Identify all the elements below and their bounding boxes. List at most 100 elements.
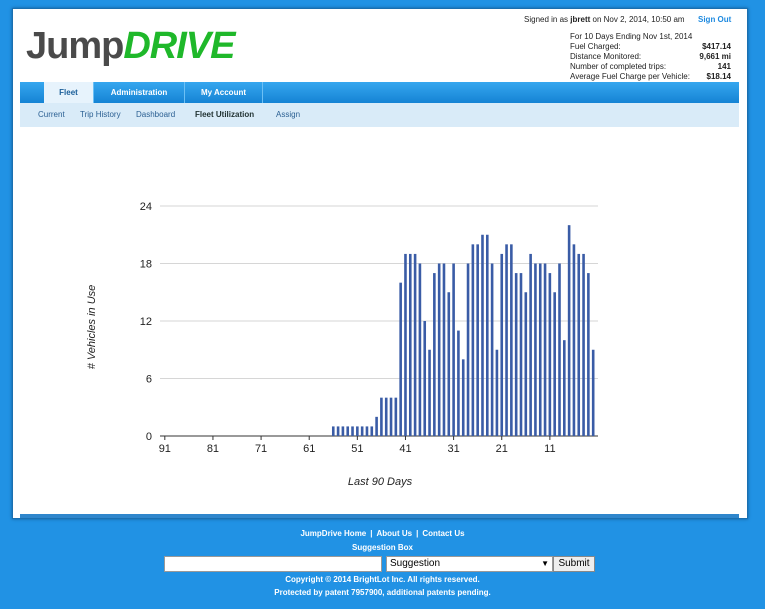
summary-label: Average Fuel Charge per Vehicle: [570, 72, 690, 81]
summary-value: $18.14 [706, 72, 731, 81]
bar [490, 263, 494, 436]
x-tick-label: 31 [447, 443, 459, 455]
y-tick-label: 18 [140, 259, 152, 271]
bar [365, 426, 369, 436]
footer-link[interactable]: About Us [376, 529, 413, 538]
bar [534, 263, 537, 436]
bar [505, 244, 508, 436]
chart: 0 6 12 18 24 91 81 71 61 51 41 31 21 11 Last 90 Days # … [86, 201, 598, 488]
summary: Fuel Charged: $417.14 Distance Monitored: 9… [570, 42, 731, 82]
bar [447, 292, 451, 436]
x-tick-label: 61 [303, 443, 315, 455]
y-tick-label: 12 [140, 316, 152, 328]
bar [587, 273, 590, 436]
sign-out[interactable]: Sign Out [698, 15, 732, 24]
nav-tab[interactable]: Administration [94, 82, 185, 103]
suggestion-select[interactable]: Suggestion ▼ [386, 556, 553, 572]
bar [553, 292, 556, 436]
bar [567, 225, 571, 436]
summary-value: 141 [717, 62, 731, 71]
logo-drive: DRIVE [123, 25, 235, 67]
footer-links: JumpDrive Home | About Us | Contact Us [0, 529, 765, 538]
bar [461, 359, 465, 436]
bar [428, 349, 431, 436]
user: jbrett [570, 15, 591, 24]
separator: | [416, 529, 419, 538]
signed-in-prefix: Signed in as [524, 15, 569, 24]
bar [514, 273, 518, 436]
summary-row: Fuel Charged: $417.14 [570, 42, 731, 52]
x-tick-label: 51 [351, 443, 363, 455]
copyright: Copyright © 2014 BrightLot Inc. All righ… [285, 575, 480, 584]
patent: Protected by patent 7957900, additional … [274, 588, 491, 597]
bar [457, 330, 460, 436]
bar [572, 244, 576, 436]
sub-tab[interactable]: Assign [276, 110, 301, 119]
nav-tab[interactable]: Fleet [44, 82, 94, 104]
bar [524, 292, 528, 436]
summary-row: Number of completed trips: 141 [570, 62, 731, 72]
x-tick-label: 91 [159, 443, 171, 455]
sub-nav: Current Trip History Dashboard Fleet Utiliz… [20, 103, 739, 127]
bar [413, 253, 417, 436]
y-tick-label: 24 [140, 201, 152, 213]
bar [563, 340, 566, 436]
summary-title: For 10 Days Ending Nov 1st, 2014 [570, 32, 693, 41]
bar [356, 426, 359, 436]
bar [543, 263, 547, 436]
x-axis-label: Last 90 Days [348, 476, 413, 488]
sub-tab[interactable]: Current [38, 110, 65, 119]
bar [346, 426, 350, 436]
sub-tab[interactable]: Dashboard [136, 110, 176, 119]
bar [331, 426, 335, 436]
bar [476, 244, 479, 436]
bar [519, 273, 523, 436]
summary-row: Average Fuel Charge per Vehicle: $18.14 [570, 72, 731, 82]
nav-tab[interactable]: My Account [185, 82, 263, 103]
summary-label: Fuel Charged: [570, 42, 621, 51]
bar [591, 349, 595, 436]
summary-label: Number of completed trips: [570, 62, 667, 71]
x-tick-label: 41 [399, 443, 411, 455]
logo-jump: Jump [26, 25, 124, 67]
bar [389, 397, 393, 436]
footer-link[interactable]: JumpDrive Home [300, 529, 367, 538]
bar [351, 426, 354, 436]
sub-tab[interactable]: Fleet Utilization [195, 110, 255, 119]
suggestion-text[interactable] [164, 556, 382, 572]
bar [466, 263, 470, 436]
bar [582, 253, 585, 436]
submit-button[interactable]: Submit [553, 556, 595, 572]
y-tick-label: 6 [146, 374, 152, 386]
bar [437, 263, 441, 436]
bar [442, 263, 446, 436]
signed-in: Signed in as jbrett on Nov 2, 2014, 10:5… [524, 15, 685, 24]
bar [418, 263, 422, 436]
x-tick-label: 71 [255, 443, 267, 455]
bar [471, 244, 475, 436]
footer-link[interactable]: Contact Us [422, 529, 465, 538]
bar [452, 263, 455, 436]
bar [360, 426, 364, 436]
bar [336, 426, 340, 436]
bar [529, 253, 532, 436]
bar [495, 349, 499, 436]
select-option: Suggestion [390, 558, 441, 569]
y-tick-label: 0 [146, 431, 152, 443]
summary-label: Distance Monitored: [570, 52, 642, 61]
bar [433, 273, 436, 436]
y-axis-label: # Vehicles in Use [86, 285, 98, 370]
bar [500, 253, 504, 436]
bar [375, 416, 378, 436]
bar [548, 273, 552, 436]
bar [399, 282, 402, 436]
summary-value: $417.14 [702, 42, 731, 51]
bar [408, 253, 412, 436]
bar [481, 234, 484, 436]
summary-row: Distance Monitored: 9,661 mi [570, 52, 731, 62]
x-tick-label: 21 [496, 443, 508, 455]
x-tick-label: 11 [544, 443, 555, 455]
sub-tab[interactable]: Trip History [80, 110, 121, 119]
separator: | [370, 529, 373, 538]
